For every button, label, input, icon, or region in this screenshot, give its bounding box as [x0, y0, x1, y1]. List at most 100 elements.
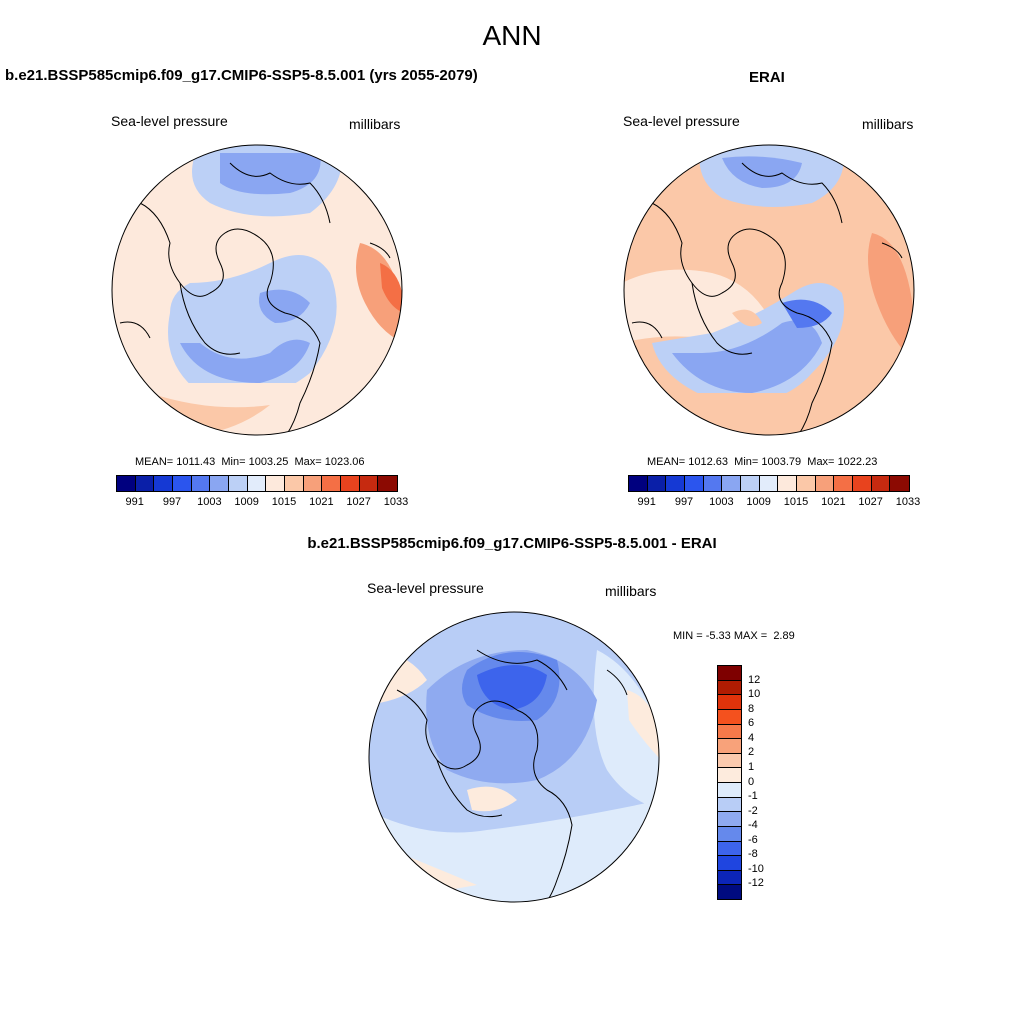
left-contour-siberian-core [380, 263, 402, 313]
diff-colorbar-tick-label: -2 [748, 804, 758, 817]
left-variable-label: Sea-level pressure [111, 113, 228, 129]
left-colorbar-tick-label: 1015 [271, 496, 297, 508]
left-colorbar-box [378, 476, 397, 491]
right-colorbar-box [703, 476, 723, 491]
left-map-border [111, 144, 403, 436]
right-polar-map [623, 144, 915, 436]
left-colorbar-box [284, 476, 304, 491]
diff-colorbar-tick-label: -1 [748, 790, 758, 803]
right-colorbar-box [759, 476, 779, 491]
right-colorbar-box [778, 476, 797, 491]
diff-colorbar-tick-label: 2 [748, 746, 755, 759]
right-stats: MEAN= 1012.63 Min= 1003.79 Max= 1022.23 [647, 456, 877, 468]
diff-units-label: millibars [605, 583, 657, 599]
right-units-label: millibars [862, 116, 914, 132]
left-colorbar-box [322, 476, 341, 491]
diff-max-label: MAX = [733, 630, 768, 642]
diff-contour-iceland-warm [467, 786, 517, 812]
diff-colorbar-tick-label: 1 [748, 760, 755, 773]
right-colorbar-ticks: 991 997 1003 1009 1015 1021 1027 1033 [628, 496, 920, 510]
diff-colorbar-labels: 12 10 8 6 4 2 1 0 -1 -2 -4 -6 -8 -10 -12 [748, 665, 788, 898]
left-colorbar-tick-label: 997 [162, 496, 182, 508]
diff-colorbar [717, 665, 742, 900]
left-panel-title: b.e21.BSSP585cmip6.f09_g17.CMIP6-SSP5-8.… [5, 67, 478, 84]
left-colorbar-box [135, 476, 155, 491]
diff-colorbar-box [718, 724, 741, 740]
diff-contour-arctic-deep [477, 665, 547, 710]
left-colorbar-box [117, 476, 136, 491]
diff-colorbar-box [718, 812, 741, 827]
right-colorbar-tick-label: 1015 [783, 496, 809, 508]
left-colorbar [116, 475, 398, 492]
right-variable-label: Sea-level pressure [623, 113, 740, 129]
left-colorbar-tick-label: 1021 [309, 496, 334, 508]
right-coastlines [631, 162, 903, 435]
diff-colorbar-box [718, 885, 741, 899]
left-max-label: Max= [294, 456, 322, 468]
left-colorbar-box [172, 476, 192, 491]
right-colorbar-box [796, 476, 816, 491]
left-min-value: 1003.25 [248, 456, 289, 468]
left-colorbar-tick-label: 1003 [197, 496, 222, 508]
right-colorbar-box [871, 476, 891, 491]
diff-min-value: -5.33 [705, 630, 731, 642]
right-colorbar-box [890, 476, 909, 491]
right-colorbar-tick-label: 1033 [895, 496, 921, 508]
left-polar-map [111, 144, 403, 436]
left-colorbar-box [210, 476, 229, 491]
right-colorbar-box [834, 476, 853, 491]
left-units-label: millibars [349, 116, 401, 132]
diff-colorbar-box [718, 709, 741, 725]
diff-colorbar-box [718, 768, 741, 783]
left-stats: MEAN= 1011.43 Min= 1003.25 Max= 1023.06 [135, 456, 365, 468]
right-max-label: Max= [807, 456, 835, 468]
left-colorbar-box [340, 476, 360, 491]
right-contour-greenland-high [732, 309, 762, 327]
diff-colorbar-box [718, 797, 741, 813]
right-colorbar-box [647, 476, 667, 491]
right-colorbar-box [684, 476, 704, 491]
diff-colorbar-box [718, 695, 741, 710]
right-colorbar-box [852, 476, 872, 491]
diff-colorbar-box [718, 826, 741, 842]
diff-max-value: 2.89 [773, 630, 795, 642]
diff-min-label: MIN = [673, 630, 703, 642]
right-max-value: 1022.23 [837, 456, 878, 468]
left-colorbar-tick-label: 991 [125, 496, 144, 508]
left-coastlines [119, 162, 391, 435]
diff-map-border [368, 611, 660, 903]
right-colorbar-box [666, 476, 685, 491]
left-colorbar-box [266, 476, 285, 491]
diff-colorbar-box [718, 739, 741, 754]
left-colorbar-box [154, 476, 173, 491]
diff-polar-map [368, 611, 660, 903]
diff-stats: MIN = -5.33 MAX = 2.89 [673, 630, 795, 642]
right-colorbar-tick-label: 991 [637, 496, 656, 508]
left-contour-iceland-core [180, 339, 310, 383]
diff-colorbar-box [718, 753, 741, 769]
diff-colorbar-box [718, 841, 741, 857]
diff-contour-east-warm [627, 690, 659, 760]
diff-colorbar-box [718, 666, 741, 681]
diff-colorbar-tick-label: 4 [748, 731, 755, 744]
left-max-value: 1023.06 [324, 456, 365, 468]
right-contour-barents-low [782, 299, 832, 328]
right-contour-iceland-core [672, 320, 822, 393]
diff-colorbar-tick-label: -8 [748, 848, 758, 861]
right-mean-value: 1012.63 [688, 456, 729, 468]
right-contour-south [624, 393, 914, 435]
right-colorbar-tick-label: 1027 [858, 496, 883, 508]
diff-colorbar-box [718, 856, 741, 871]
diff-colorbar-box [718, 680, 741, 696]
figure-title: ANN [482, 20, 542, 51]
right-colorbar-tick-label: 1003 [709, 496, 734, 508]
left-colorbar-box [191, 476, 211, 491]
diff-contour-east-lightblue [593, 650, 659, 810]
left-mean-value: 1011.43 [176, 456, 216, 468]
diff-colorbar-tick-label: 10 [748, 688, 761, 701]
right-map-border [623, 144, 915, 436]
diff-colorbar-tick-label: 6 [748, 717, 755, 730]
left-colorbar-box [359, 476, 379, 491]
right-min-label: Min= [734, 456, 759, 468]
right-contour-pacific-core [722, 156, 802, 188]
